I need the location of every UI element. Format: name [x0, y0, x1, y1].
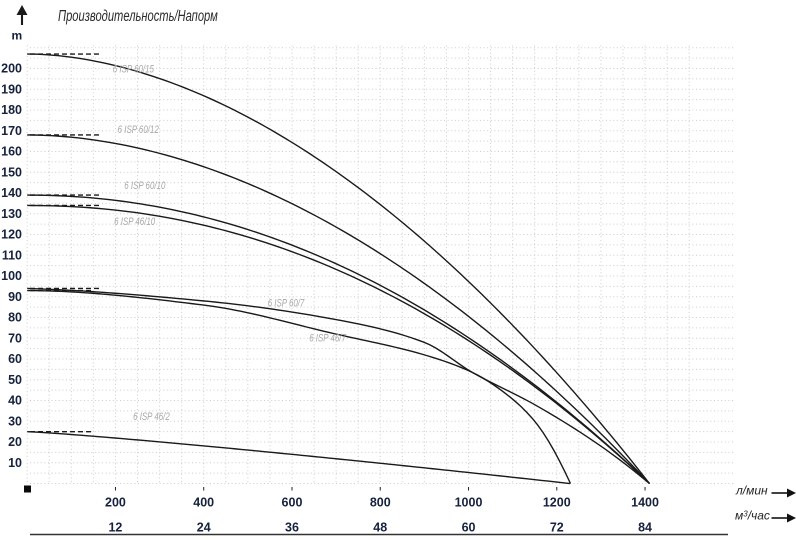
- svg-text:150: 150: [1, 165, 22, 179]
- svg-text:6 ISP 46/10: 6 ISP 46/10: [114, 216, 156, 229]
- svg-text:60: 60: [8, 352, 22, 366]
- svg-text:50: 50: [8, 373, 22, 387]
- svg-text:л/мин: л/мин: [735, 484, 768, 498]
- svg-text:600: 600: [282, 496, 303, 510]
- svg-text:200: 200: [105, 496, 126, 510]
- svg-text:70: 70: [8, 331, 22, 345]
- svg-text:90: 90: [8, 290, 22, 304]
- svg-text:160: 160: [1, 145, 22, 159]
- svg-text:6 ISP 60/7: 6 ISP 60/7: [268, 297, 305, 310]
- svg-text:84: 84: [638, 521, 652, 535]
- svg-text:48: 48: [373, 521, 387, 535]
- svg-text:40: 40: [8, 394, 22, 408]
- svg-text:6 ISP 60/10: 6 ISP 60/10: [124, 180, 166, 193]
- svg-text:72: 72: [550, 521, 564, 535]
- svg-text:6 ISP 46/2: 6 ISP 46/2: [133, 411, 170, 424]
- svg-text:1200: 1200: [543, 496, 571, 510]
- svg-text:60: 60: [462, 521, 476, 535]
- svg-text:1000: 1000: [455, 496, 483, 510]
- svg-text:110: 110: [2, 248, 22, 262]
- svg-text:170: 170: [1, 124, 22, 138]
- svg-text:м3/час: м3/час: [735, 509, 770, 523]
- svg-text:120: 120: [1, 228, 22, 242]
- svg-text:24: 24: [197, 521, 211, 535]
- svg-text:100: 100: [1, 269, 22, 283]
- svg-text:20: 20: [8, 435, 22, 449]
- svg-text:12: 12: [108, 521, 122, 535]
- svg-text:1400: 1400: [631, 496, 659, 510]
- svg-text:400: 400: [193, 496, 214, 510]
- svg-text:10: 10: [8, 456, 22, 470]
- svg-text:6 ISP 60/12: 6 ISP 60/12: [118, 124, 160, 137]
- svg-text:800: 800: [370, 496, 391, 510]
- svg-text:130: 130: [1, 207, 22, 221]
- svg-text:30: 30: [8, 414, 22, 428]
- svg-text:140: 140: [1, 186, 22, 200]
- svg-text:80: 80: [8, 311, 22, 325]
- svg-text:200: 200: [1, 62, 22, 76]
- svg-text:190: 190: [1, 82, 22, 96]
- svg-text:36: 36: [285, 521, 299, 535]
- svg-text:180: 180: [1, 103, 22, 117]
- svg-text:6 ISP 46/7: 6 ISP 46/7: [309, 332, 346, 345]
- svg-text:6 ISP 60/15: 6 ISP 60/15: [113, 64, 155, 77]
